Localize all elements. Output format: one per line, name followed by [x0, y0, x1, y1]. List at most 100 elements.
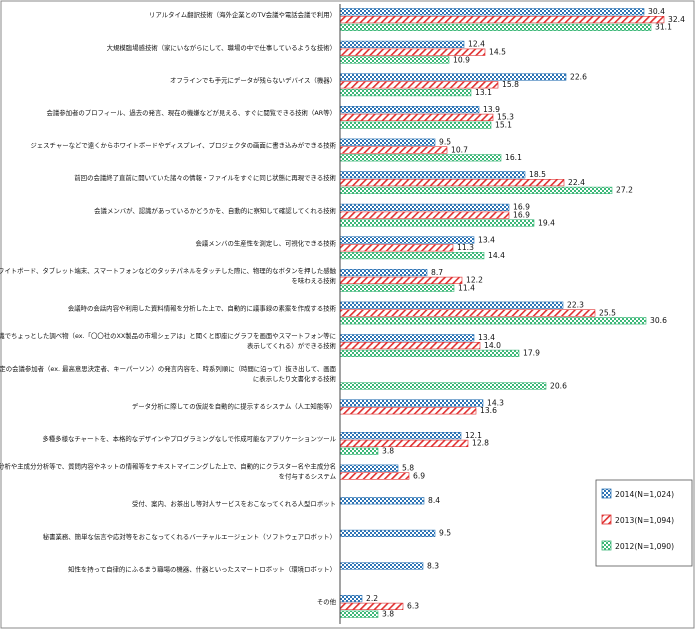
bar: [339, 301, 564, 309]
category-label: 前回の会議終了直前に開いていた諸々の情報・ファイルをすぐに同じ状態に再現できる技…: [74, 173, 336, 182]
data-label: 11.3: [457, 243, 474, 252]
data-label: 9.5: [439, 529, 451, 538]
category-label: 受付、案内、お茶出し等対人サービスをおこなってくれる人型ロボット: [132, 499, 336, 508]
legend-box: [595, 479, 693, 567]
bar: [339, 146, 448, 154]
data-label: 16.9: [513, 211, 530, 220]
bar: [339, 317, 647, 325]
bar: [339, 89, 472, 97]
bar: [339, 186, 613, 195]
data-label: 18.5: [529, 170, 546, 179]
data-label: 8.7: [431, 268, 443, 277]
bar: [339, 171, 526, 179]
bar: [339, 268, 428, 277]
bar: [339, 399, 484, 407]
bar: [339, 497, 425, 505]
data-label: 22.4: [568, 178, 585, 187]
bar: [339, 154, 502, 162]
data-label: 9.5: [439, 138, 451, 147]
category-label: 多種多様なチャートを、本格的なデザインやプログラミングなしで作成可能なアプリケー…: [42, 434, 336, 443]
data-label: 6.9: [413, 471, 425, 480]
bar: [339, 472, 410, 480]
bar: [339, 252, 485, 260]
data-label: 25.5: [599, 308, 616, 317]
bar: [339, 431, 462, 440]
data-label: 30.4: [648, 7, 665, 16]
legend: 2014(N=1,024) 2013(N=1,094) 2012(N=1,090): [595, 479, 693, 567]
legend-swatch: [601, 540, 612, 551]
data-label: 32.4: [668, 15, 685, 24]
category-label: ある特定の会議参加者（ex. 最高意思決定者、キーパーソン）の発言内容を、時系列…: [0, 364, 337, 373]
category-label: デジタルホワイトボード、タブレット端末、スマートフォンなどのタッチパネルをタッチ…: [0, 266, 337, 275]
data-label: 17.9: [523, 349, 540, 358]
bar: [339, 211, 510, 219]
data-label: 13.9: [483, 105, 500, 114]
legend-swatch: [601, 514, 612, 525]
bar: [339, 562, 424, 570]
bars-layer: [339, 8, 665, 618]
data-label: 14.3: [487, 398, 504, 407]
legend-entry: 2013(N=1,094): [615, 516, 674, 525]
data-label: 20.6: [550, 381, 567, 390]
category-label: 知性を持って自律的にふるまう職場の機器、什器といったスマートロボット（環境ロボッ…: [68, 564, 336, 573]
data-label: 10.9: [453, 55, 470, 64]
legend-entry: 2012(N=1,090): [615, 542, 674, 551]
data-label: 22.3: [567, 301, 584, 310]
category-label: 会議参加者のプロフィール、過去の発言、現在の機嫌などが見える、すぐに閲覧できる技…: [46, 108, 336, 117]
category-label: 秘書業務、簡単な伝言や応対等をおこなってくれるバーチャルエージェント（ソフトウェ…: [43, 532, 336, 541]
labels-layer: リアルタイム翻訳技術（海外企業とのTV会議や電話会議で利用） 30.432.431…: [0, 7, 685, 618]
data-label: 19.4: [538, 218, 555, 227]
data-label: 15.1: [495, 121, 512, 130]
data-label: 16.9: [513, 203, 530, 212]
data-label: 13.6: [480, 406, 497, 415]
bar: [339, 56, 450, 64]
bar: [339, 73, 567, 81]
category-label: 大規模臨場感技術（家にいながらにして、職場の中で仕事しているような技術）: [107, 43, 336, 52]
data-label: 14.0: [484, 341, 501, 350]
bar: [339, 529, 436, 537]
data-label: 12.8: [472, 439, 489, 448]
bar: [339, 15, 665, 24]
category-label: 会議メンバが、認識があっているかどうかを、自動的に察知して確認してくれる技術: [94, 206, 336, 215]
bar: [339, 439, 469, 448]
bar: [339, 203, 510, 212]
data-label: 5.8: [402, 464, 414, 473]
category-label: 会議時の会話内容や利用した資料情報を分析した上で、自動的に議事録の素案を作成する…: [68, 304, 337, 313]
bar: [339, 138, 436, 146]
bar: [339, 106, 480, 114]
bar: [339, 464, 399, 472]
data-label: 8.3: [427, 561, 439, 570]
bar: [339, 407, 477, 415]
category-label: 音声認識でちょっとした調べ物（ex.「〇〇社のXX製品の市場シェアは」と聞くと即…: [0, 331, 336, 340]
data-label: 13.1: [475, 88, 492, 97]
bar: [339, 8, 645, 16]
data-label: 13.4: [478, 235, 495, 244]
bar: [339, 594, 363, 603]
bar: [339, 309, 596, 317]
data-label: 27.2: [616, 186, 633, 195]
data-label: 6.3: [407, 602, 419, 611]
data-label: 15.3: [497, 113, 514, 122]
category-label: ジェスチャーなどで遠くからホワイトボードやディスプレイ、プロジェクタの画面に書き…: [30, 141, 336, 150]
bar: [339, 236, 475, 244]
bar: [339, 349, 520, 358]
data-label: 12.1: [465, 431, 482, 440]
bar: [339, 341, 481, 350]
category-label: を味わえる技術: [291, 276, 336, 285]
data-label: 15.8: [502, 80, 519, 89]
bar: [339, 40, 465, 48]
category-label: その他: [317, 597, 337, 606]
bar: [339, 334, 475, 342]
bar: [339, 276, 463, 285]
bar: [339, 113, 494, 121]
data-label: 12.2: [466, 276, 483, 285]
category-label: 表示してくれる）ができる技術: [247, 341, 337, 350]
bar: [339, 447, 379, 455]
category-label: クラスター分析や主成分分析等で、質問内容やネットの情報等をテキストマイニングした…: [0, 462, 336, 471]
data-label: 14.4: [488, 251, 505, 260]
data-label: 2.2: [366, 594, 378, 603]
data-label: 11.4: [458, 284, 475, 293]
data-label: 12.4: [468, 40, 485, 49]
bar: [339, 179, 565, 187]
